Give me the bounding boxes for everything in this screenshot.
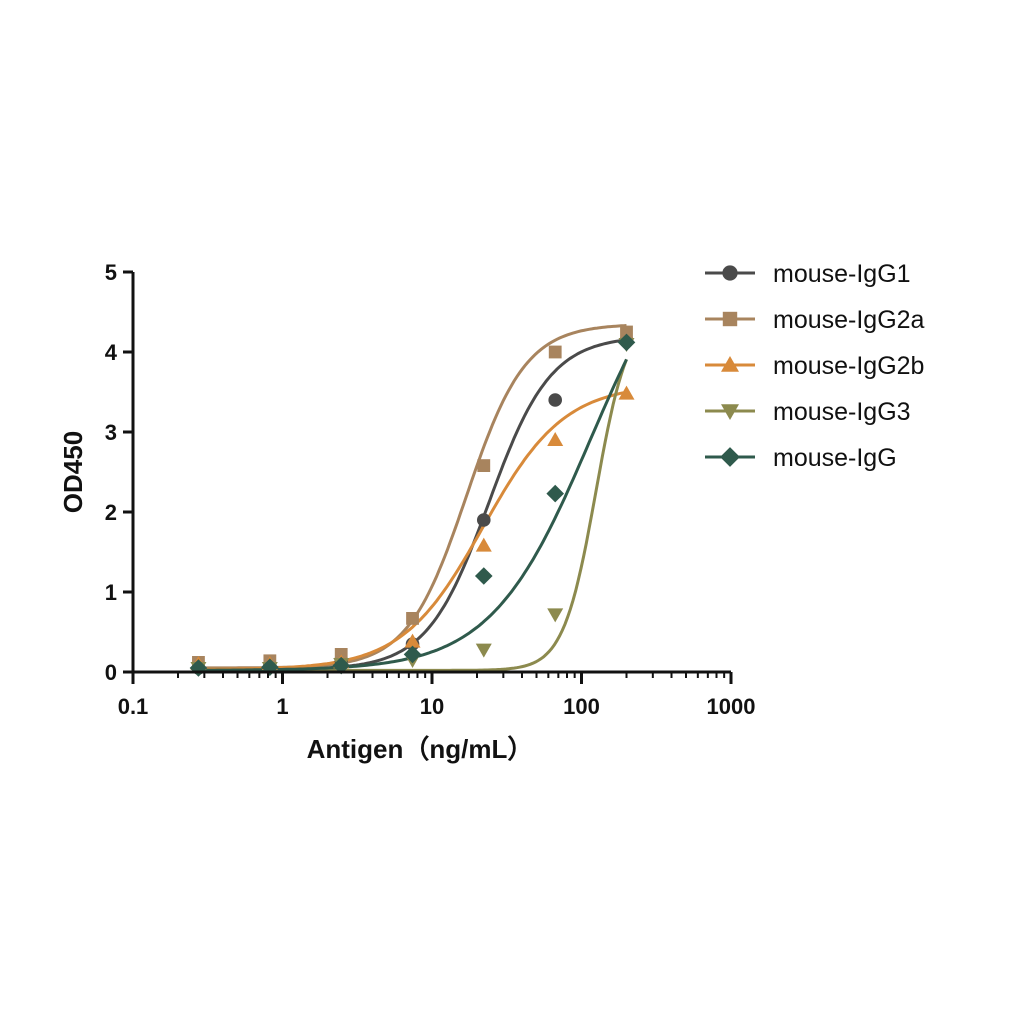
y-axis-ticks: 0 1 2 3 4 5 <box>105 260 133 685</box>
legend-item: mouse-IgG3 <box>705 398 911 426</box>
x-tick-label: 1 <box>276 694 288 719</box>
legend-marker <box>721 404 739 420</box>
plot-area: 0 1 2 3 4 5 0.1 1 10 100 1000 <box>105 260 756 719</box>
legend-marker <box>720 447 740 467</box>
data-point-mouse-IgG2a <box>477 459 491 472</box>
data-point-mouse-IgG3 <box>547 608 564 623</box>
legend-label: mouse-IgG2b <box>773 352 924 380</box>
data-point-mouse-IgG2a <box>548 345 562 359</box>
data-markers <box>189 325 636 677</box>
legend-marker <box>721 356 739 372</box>
y-tick-label: 2 <box>105 500 117 525</box>
data-point-mouse-IgG1 <box>476 513 491 527</box>
legend-marker <box>722 311 738 327</box>
y-axis-title: OD450 <box>58 431 88 513</box>
x-tick-label: 1000 <box>707 694 756 719</box>
legend-item: mouse-IgG2a <box>705 306 925 334</box>
legend: mouse-IgG1 mouse-IgG2a mouse-IgG2b mouse-Ig… <box>705 260 925 472</box>
data-point-mouse-IgG2b <box>475 537 492 552</box>
legend-item: mouse-IgG1 <box>705 260 911 288</box>
legend-marker <box>722 265 738 281</box>
legend-item: mouse-IgG2b <box>705 352 924 380</box>
y-tick-label: 5 <box>105 260 117 285</box>
data-point-mouse-IgG2b <box>547 432 564 446</box>
x-axis-title: Antigen（ng/mL） <box>307 734 534 764</box>
data-point-mouse-IgG <box>332 656 351 675</box>
data-point-mouse-IgG2b <box>618 385 635 400</box>
data-point-mouse-IgG2a <box>620 325 633 339</box>
y-tick-label: 1 <box>105 580 117 605</box>
data-point-mouse-IgG2a <box>406 612 419 625</box>
legend-label: mouse-IgG3 <box>773 398 911 426</box>
x-tick-label: 100 <box>563 694 600 719</box>
data-point-mouse-IgG <box>474 567 493 585</box>
x-axis-ticks: 0.1 1 10 100 1000 <box>118 672 756 719</box>
data-point-mouse-IgG1 <box>548 393 563 407</box>
y-tick-label: 3 <box>105 420 117 445</box>
legend-label: mouse-IgG <box>773 444 897 472</box>
data-point-mouse-IgG2b <box>404 633 421 648</box>
x-tick-label: 0.1 <box>118 694 149 719</box>
legend-item: mouse-IgG <box>705 444 897 472</box>
data-point-mouse-IgG3 <box>475 643 492 658</box>
data-point-mouse-IgG <box>617 333 636 352</box>
data-point-mouse-IgG <box>403 645 422 664</box>
data-point-mouse-IgG <box>189 659 208 677</box>
y-tick-label: 4 <box>105 340 118 365</box>
data-point-mouse-IgG <box>546 484 565 503</box>
legend-label: mouse-IgG2a <box>773 306 925 334</box>
x-tick-label: 10 <box>420 694 444 719</box>
y-tick-label: 0 <box>105 660 117 685</box>
legend-label: mouse-IgG1 <box>773 260 911 288</box>
